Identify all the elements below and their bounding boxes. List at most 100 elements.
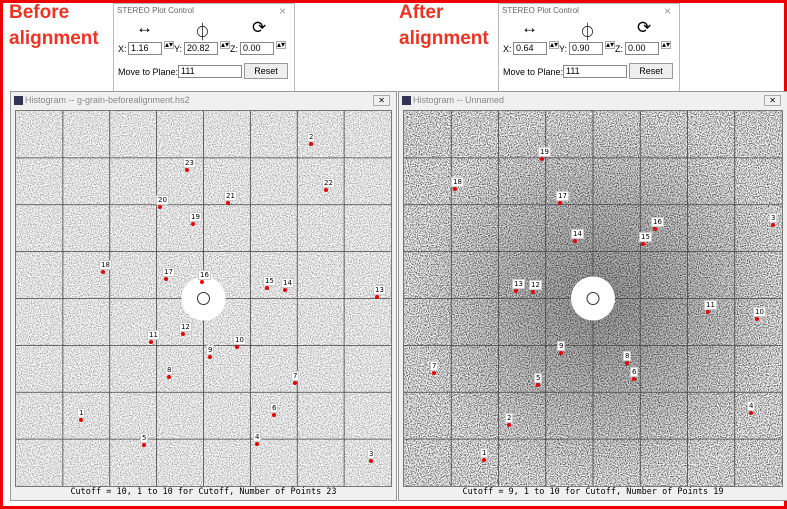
spot-label: 13 (373, 285, 386, 295)
field-label: Move to Plane: (503, 67, 563, 77)
field-label: Move to Plane: (118, 67, 178, 77)
spot-label: 12 (529, 280, 542, 290)
field-input: 20.82 (184, 42, 218, 55)
spinner: ▴▾ (661, 41, 671, 49)
field-label: Y: (559, 44, 567, 54)
stereo-window: STEREO Plot Control×↔⏀⟳X:1.16▴▾Y:20.82▴▾… (113, 3, 295, 93)
spot (755, 317, 759, 321)
spot (283, 288, 287, 292)
rotate-icon: ⟳ (252, 18, 266, 38)
spot-label: 21 (224, 191, 237, 201)
spinner: ▴▾ (276, 41, 286, 49)
spot (369, 459, 373, 463)
spot-label: 7 (291, 371, 299, 381)
spot (181, 332, 185, 336)
spot-label: 14 (281, 278, 294, 288)
spot (540, 157, 544, 161)
reset-button[interactable]: Reset (629, 63, 673, 79)
spot-label: 3 (769, 213, 777, 223)
field-label: X: (503, 44, 512, 54)
spot (641, 242, 645, 246)
spot-label: 18 (451, 177, 464, 187)
spot (208, 355, 212, 359)
spot-label: 8 (165, 365, 173, 375)
spot-label: 19 (538, 147, 551, 157)
spot (200, 280, 204, 284)
heading: Before alignment (9, 0, 109, 52)
spot (158, 205, 162, 209)
spot (432, 371, 436, 375)
spot-label: 10 (233, 335, 246, 345)
spot-label: 12 (179, 322, 192, 332)
spot-label: 18 (99, 260, 112, 270)
histogram-plot (403, 110, 783, 487)
spot-label: 9 (557, 341, 565, 351)
spot-label: 9 (206, 345, 214, 355)
spot-label: 1 (77, 408, 85, 418)
window-title: STEREO Plot Control (117, 6, 194, 15)
stereo-window: STEREO Plot Control×↔⏀⟳X:0.64▴▾Y:0.90▴▾Z… (498, 3, 680, 93)
close-button: ✕ (373, 95, 390, 106)
spot-label: 5 (534, 373, 542, 383)
spot (559, 351, 563, 355)
spot-label: 17 (162, 267, 175, 277)
spot (226, 201, 230, 205)
window-title: Histogram -- g-grain-beforealignment.hs2 (25, 95, 190, 105)
spot (309, 142, 313, 146)
spot (191, 222, 195, 226)
spot (653, 227, 657, 231)
spot-label: 14 (571, 229, 584, 239)
field-input: 0.00 (625, 42, 659, 55)
spot-label: 11 (704, 300, 717, 310)
spot-label: 19 (189, 212, 202, 222)
field-label: Z: (615, 44, 623, 54)
field-input: 0.00 (240, 42, 274, 55)
spot (531, 290, 535, 294)
heading: After alignment (399, 0, 499, 52)
spot (558, 201, 562, 205)
rotate-icon: ↔ (136, 18, 153, 38)
close-button: ✕ (764, 95, 781, 106)
field-input: 0.90 (569, 42, 603, 55)
spot (235, 345, 239, 349)
spot-label: 16 (198, 270, 211, 280)
spot (167, 375, 171, 379)
close-icon: × (664, 4, 671, 18)
spot-label: 4 (747, 401, 755, 411)
field-input: 0.64 (513, 42, 547, 55)
spot (625, 361, 629, 365)
spot (632, 377, 636, 381)
window-title: STEREO Plot Control (502, 6, 579, 15)
spot (79, 418, 83, 422)
status-footer: Cutoff = 9, 1 to 10 for Cutoff, Number o… (399, 487, 787, 497)
spot (514, 289, 518, 293)
spot-label: 7 (430, 361, 438, 371)
spot-label: 2 (307, 132, 315, 142)
spot (536, 383, 540, 387)
field-input: 1.16 (128, 42, 162, 55)
plot-decoration (587, 293, 599, 305)
field-label: Y: (174, 44, 182, 54)
spinner: ▴▾ (164, 41, 174, 49)
spot (749, 411, 753, 415)
spot (453, 187, 457, 191)
reset-button[interactable]: Reset (244, 63, 288, 79)
field-label: Z: (230, 44, 238, 54)
plot-decoration (198, 293, 210, 305)
rotate-icon: ↔ (521, 18, 538, 38)
spot (164, 277, 168, 281)
spot-label: 13 (512, 279, 525, 289)
spot-label: 10 (753, 307, 766, 317)
spot-label: 16 (651, 217, 664, 227)
spinner: ▴▾ (220, 41, 230, 49)
spot (255, 442, 259, 446)
spot-label: 2 (505, 413, 513, 423)
spot-label: 15 (639, 232, 652, 242)
spot-label: 22 (322, 178, 335, 188)
rotate-icon: ⟳ (637, 18, 651, 38)
spot (293, 381, 297, 385)
field-input: 111 (563, 65, 627, 78)
spinner: ▴▾ (549, 41, 559, 49)
spot (265, 286, 269, 290)
window-title: Histogram -- Unnamed (413, 95, 504, 105)
